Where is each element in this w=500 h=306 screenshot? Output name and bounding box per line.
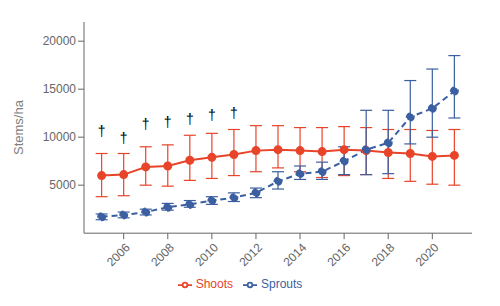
svg-text:2010: 2010 [192, 240, 221, 269]
html-text:Sprouts: Sprouts [261, 277, 303, 292]
svg-text:2006: 2006 [104, 240, 133, 269]
svg-text:2008: 2008 [148, 240, 177, 269]
svg-text:2018: 2018 [369, 240, 398, 269]
svg-text:2012: 2012 [236, 240, 265, 269]
svg-text:†: † [98, 123, 106, 139]
svg-text:†: † [186, 111, 194, 127]
svg-text:2014: 2014 [280, 240, 309, 269]
svg-text:20000: 20000 [43, 34, 77, 48]
svg-text:†: † [142, 116, 150, 132]
svg-text:†: † [120, 130, 128, 146]
svg-text:†: † [230, 105, 238, 121]
svg-text:10000: 10000 [43, 130, 77, 144]
svg-text:†: † [208, 107, 216, 123]
svg-text:Stems/ha: Stems/ha [11, 99, 26, 155]
svg-text:15000: 15000 [43, 82, 77, 96]
svg-text:2020: 2020 [413, 240, 442, 269]
svg-text:2016: 2016 [325, 240, 354, 269]
html-text:Shoots: Shoots [195, 277, 233, 292]
svg-text:5000: 5000 [49, 178, 76, 192]
svg-text:†: † [164, 114, 172, 130]
